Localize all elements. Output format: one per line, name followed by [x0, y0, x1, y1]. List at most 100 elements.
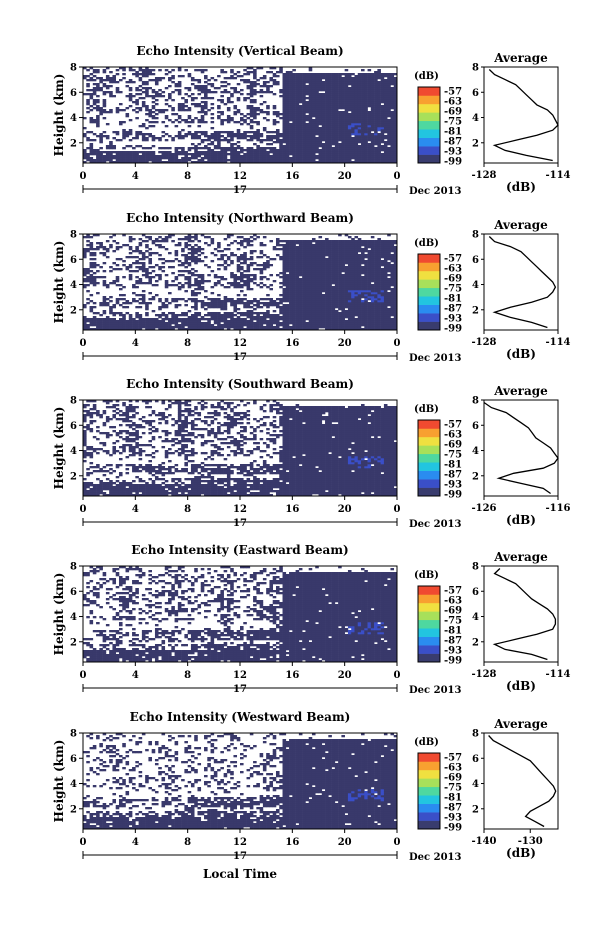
heatmap-cell [387, 113, 391, 116]
heatmap-cell [145, 109, 149, 112]
heatmap-cell [380, 127, 385, 130]
heatmap-cell [334, 125, 339, 128]
heatmap-cell [282, 159, 287, 162]
heatmap-cell [298, 125, 303, 128]
heatmap-cell [361, 73, 365, 76]
heatmap-cell [325, 73, 329, 76]
heatmap-cell [315, 123, 319, 126]
heatmap-cell [240, 236, 244, 239]
heatmap-cell [302, 258, 306, 261]
heatmap-cell [259, 312, 264, 315]
heatmap-cell [285, 314, 290, 317]
heatmap-cell [321, 278, 326, 281]
heatmap-cell [285, 75, 290, 78]
heatmap-cell [128, 67, 133, 70]
heatmap-cell [128, 264, 133, 267]
heatmap-cell [308, 147, 313, 150]
heatmap-cell [109, 282, 113, 285]
heatmap-cell [295, 157, 300, 160]
heatmap-cell [292, 85, 296, 88]
heatmap-cell [236, 316, 241, 319]
heatmap-cell [148, 135, 152, 138]
heatmap-cell [272, 304, 277, 307]
heatmap-cell [338, 316, 342, 319]
heatmap-cell [253, 238, 257, 241]
heatmap-cell [334, 81, 339, 84]
heatmap-cell [321, 308, 326, 311]
heatmap-cell [92, 328, 97, 331]
heatmap-cell [184, 236, 188, 239]
heatmap-cell [266, 89, 270, 92]
heatmap-cell [308, 276, 313, 279]
heatmap-cell [328, 89, 332, 92]
heatmap-cell [380, 101, 385, 104]
heatmap-cell [344, 99, 349, 102]
heatmap-cell [387, 95, 391, 98]
heatmap-cell [275, 254, 280, 257]
heatmap-cell [122, 159, 126, 162]
heatmap-cell [380, 121, 385, 124]
heatmap-cell [331, 278, 336, 281]
heatmap-cell [334, 286, 339, 289]
heatmap-cell [96, 320, 100, 323]
heatmap-cell [311, 244, 316, 247]
heatmap-cell [200, 248, 205, 251]
heatmap-cell [187, 234, 192, 237]
heatmap-cell [141, 252, 146, 255]
heatmap-cell [240, 133, 244, 136]
heatmap-cell [243, 256, 247, 259]
heatmap-cell [112, 314, 117, 317]
heatmap-cell [295, 312, 300, 315]
heatmap-cell [374, 85, 378, 88]
heatmap-cell [374, 95, 378, 98]
heatmap-cell [315, 252, 319, 255]
heatmap-cell [262, 264, 267, 267]
heatmap-cell [112, 234, 117, 237]
heatmap-cell [311, 266, 316, 269]
heatmap-cell [292, 306, 296, 309]
heatmap-cell [315, 262, 319, 265]
heatmap-cell [230, 274, 234, 277]
heatmap-cell [249, 113, 254, 116]
heatmap-cell [308, 129, 313, 132]
heatmap-cell [292, 77, 296, 80]
heatmap-cell [357, 113, 362, 116]
heatmap-cell [272, 310, 277, 313]
heatmap-cell [190, 254, 195, 257]
heatmap-cell [361, 77, 365, 80]
heatmap-cell [243, 314, 247, 317]
heatmap-cell [361, 131, 365, 134]
heatmap-cell [200, 131, 205, 134]
heatmap-cell [184, 121, 188, 124]
heatmap-cell [262, 262, 267, 265]
heatmap-cell [302, 107, 306, 110]
heatmap-cell [145, 113, 149, 116]
heatmap-cell [220, 119, 224, 122]
heatmap-cell [354, 95, 359, 98]
heatmap-cell [367, 85, 372, 88]
heatmap-cell [253, 262, 257, 265]
heatmap-cell [328, 304, 332, 307]
heatmap-cell [351, 83, 355, 86]
heatmap-cell [331, 115, 336, 118]
heatmap-cell [246, 71, 251, 74]
heatmap-cell [380, 93, 385, 96]
heatmap-cell [387, 151, 391, 154]
heatmap-cell [361, 119, 365, 122]
heatmap-cell [328, 300, 332, 303]
heatmap-cell [370, 103, 375, 106]
heatmap-cell [347, 77, 352, 80]
heatmap-cell [367, 155, 372, 158]
heatmap-cell [315, 107, 319, 110]
heatmap-cell [298, 89, 303, 92]
heatmap-cell [334, 256, 339, 259]
heatmap-cell [380, 77, 385, 80]
heatmap-cell [272, 246, 277, 249]
heatmap-cell [289, 93, 293, 96]
heatmap-cell [210, 153, 215, 156]
heatmap-cell [351, 91, 355, 94]
heatmap-cell [390, 149, 395, 152]
heatmap-cell [328, 278, 332, 281]
heatmap-cell [190, 324, 195, 327]
heatmap-cell [289, 129, 293, 132]
